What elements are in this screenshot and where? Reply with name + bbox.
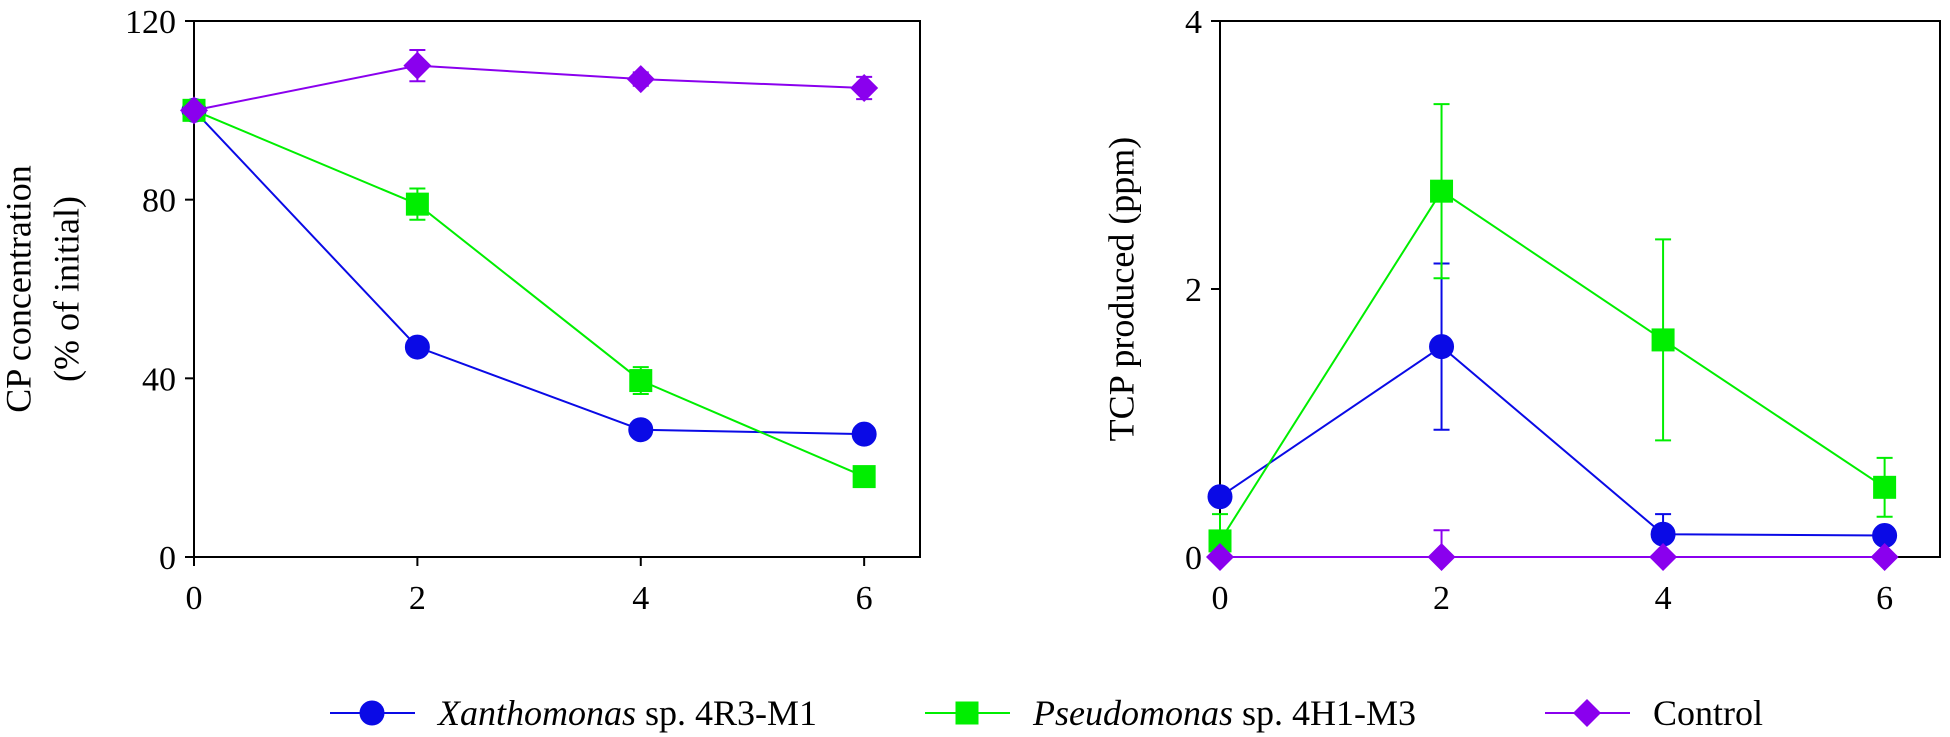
tcp-square-series bbox=[1208, 103, 1897, 557]
cp-circle-series-point bbox=[404, 334, 430, 360]
cp-circle-series-point bbox=[628, 417, 654, 443]
legend-marker bbox=[359, 700, 385, 726]
tcp-square-series-point bbox=[1873, 475, 1897, 499]
cp-circle-series-point bbox=[851, 421, 877, 447]
legend-label-rest: Control bbox=[1653, 693, 1763, 733]
tcp-diamond-series-point bbox=[1870, 543, 1899, 571]
legend-label: Xanthomonas sp. 4R3-M1 bbox=[436, 693, 817, 733]
cp-concentration-chart: 0 40 80 120 0 2 4 6 CP concentration (% of initia… bbox=[0, 4, 921, 617]
tcp-square-series-point bbox=[1208, 529, 1232, 553]
cp-square-series-point bbox=[405, 192, 429, 216]
tcp-circle-series-line bbox=[1219, 345, 1885, 537]
cp-y-tick-label: 120 bbox=[125, 4, 176, 41]
tcp-diamond-series-point bbox=[1427, 543, 1456, 571]
cp-diamond-series-point bbox=[180, 96, 208, 125]
cp-x-tick-label: 0 bbox=[186, 580, 203, 617]
cp-diamond-series-line bbox=[193, 64, 865, 112]
cp-circle-series-line bbox=[193, 109, 865, 436]
tcp-y-tick-label: 2 bbox=[1185, 272, 1202, 309]
tcp-produced-chart: 0 2 4 0 2 4 6 TCP produced (ppm) bbox=[1101, 4, 1941, 617]
cp-diamond-series-point bbox=[850, 74, 879, 102]
tcp-circle-series-point bbox=[1429, 334, 1455, 360]
tcp-diamond-series bbox=[1206, 529, 1899, 571]
legend-label-italic: Xanthomonas bbox=[436, 693, 636, 733]
cp-y-tick-label: 0 bbox=[159, 540, 176, 577]
tcp-x-tick-label: 4 bbox=[1655, 580, 1672, 617]
tcp-diamond-series-point bbox=[1649, 543, 1678, 571]
cp-y-tick-label: 80 bbox=[142, 183, 176, 220]
legend-marker bbox=[955, 701, 979, 725]
legend-entry-diamond: Control bbox=[1545, 693, 1763, 733]
tcp-circle-series-point bbox=[1207, 484, 1233, 510]
tcp-circle-series-point bbox=[1650, 521, 1676, 547]
tcp-plot-frame bbox=[1219, 20, 1941, 558]
cp-circle-series bbox=[181, 97, 877, 447]
cp-x-tick-label: 2 bbox=[409, 580, 426, 617]
legend-label-rest: sp. 4H1-M3 bbox=[1233, 693, 1416, 733]
legend-label-italic: Pseudomonas bbox=[1032, 693, 1233, 733]
cp-y-axis-title: CP concentration bbox=[0, 165, 38, 413]
legend-label-rest: sp. 4R3-M1 bbox=[636, 693, 817, 733]
legend: Xanthomonas sp. 4R3-M1 Pseudomonas sp. 4H… bbox=[330, 693, 1763, 733]
legend-entry-square: Pseudomonas sp. 4H1-M3 bbox=[925, 693, 1416, 733]
cp-diamond-series-point bbox=[403, 51, 432, 80]
tcp-circle-series bbox=[1207, 262, 1898, 556]
cp-x-tick-label: 4 bbox=[632, 580, 649, 617]
cp-square-series-line bbox=[193, 109, 865, 478]
legend-marker bbox=[1573, 699, 1601, 727]
tcp-diamond-series-point bbox=[1206, 543, 1234, 571]
tcp-square-series-point bbox=[1651, 328, 1675, 352]
cp-diamond-series-point bbox=[626, 65, 655, 94]
tcp-square-series-line bbox=[1219, 189, 1886, 542]
tcp-x-tick-label: 0 bbox=[1212, 580, 1229, 617]
cp-square-series bbox=[182, 98, 876, 489]
tcp-x-tick-label: 2 bbox=[1433, 580, 1450, 617]
cp-diamond-series bbox=[180, 49, 879, 125]
legend-label: Pseudomonas sp. 4H1-M3 bbox=[1032, 693, 1416, 733]
cp-plot-frame bbox=[193, 20, 921, 558]
legend-label: Control bbox=[1653, 693, 1763, 733]
tcp-y-axis-title: TCP produced (ppm) bbox=[1101, 137, 1141, 442]
cp-y-tick-label: 40 bbox=[142, 361, 176, 398]
tcp-x-tick-label: 6 bbox=[1876, 580, 1893, 617]
legend-entry-circle: Xanthomonas sp. 4R3-M1 bbox=[330, 693, 817, 733]
cp-x-tick-label: 6 bbox=[856, 580, 873, 617]
tcp-square-series-point bbox=[1430, 179, 1454, 203]
tcp-y-tick-label: 4 bbox=[1185, 4, 1202, 41]
cp-y-axis-title: (% of initial) bbox=[46, 196, 86, 382]
tcp-y-tick-label: 0 bbox=[1185, 540, 1202, 577]
cp-square-series-point bbox=[629, 369, 653, 393]
cp-square-series-point bbox=[852, 465, 876, 489]
